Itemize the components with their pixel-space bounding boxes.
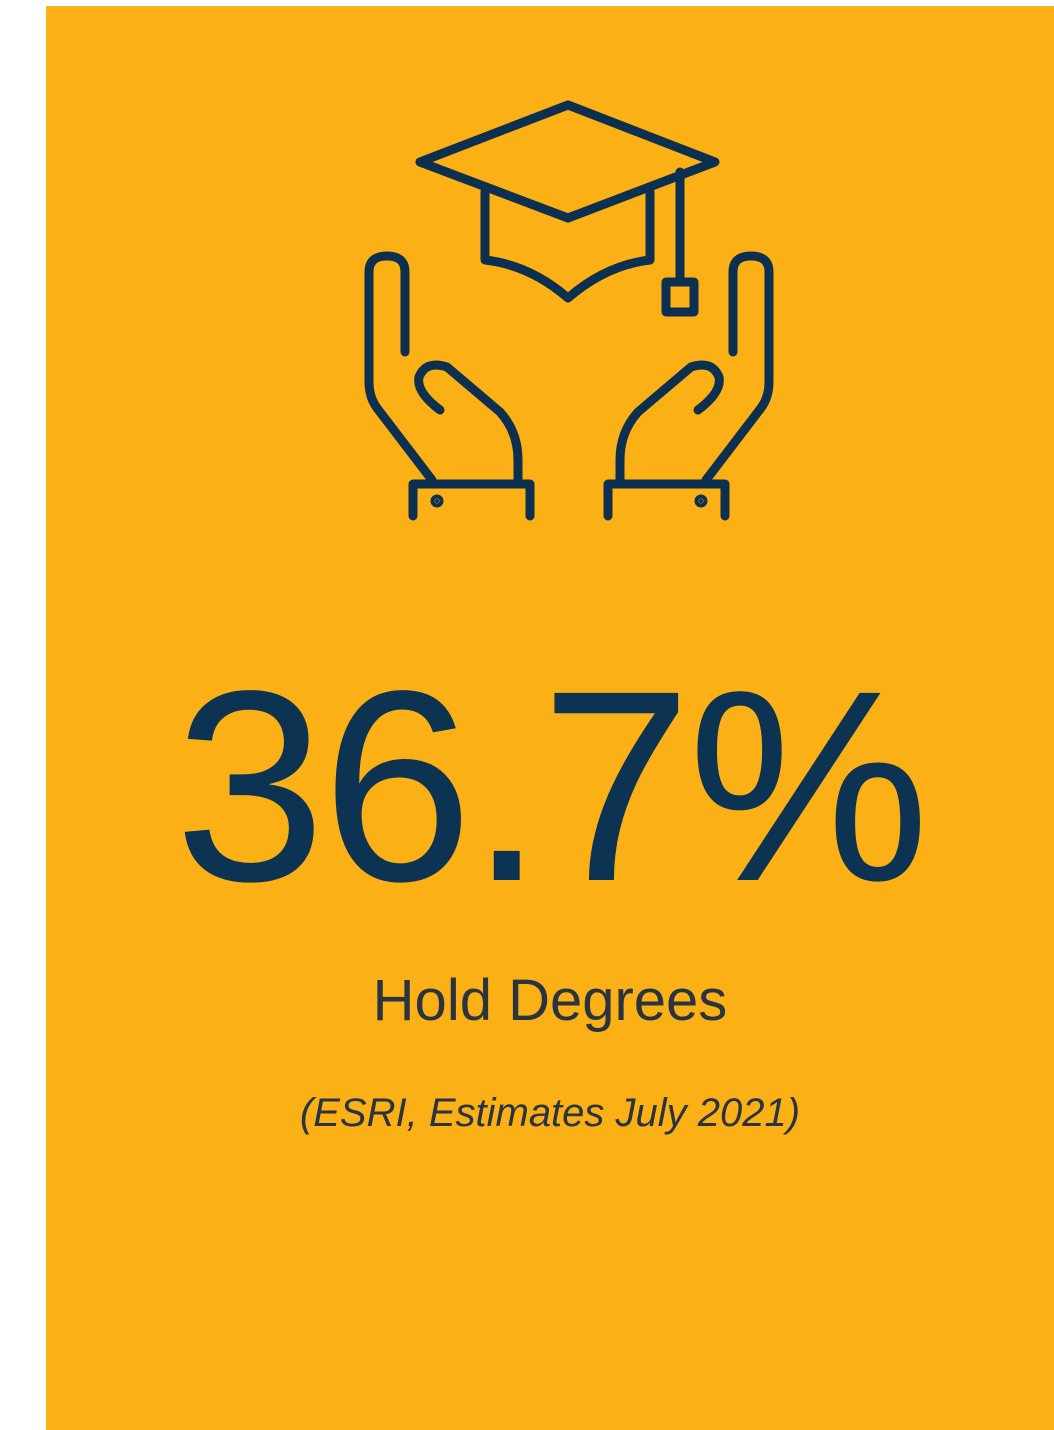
graduation-icon: [364, 100, 1054, 521]
stat-value: 36.7%: [174, 634, 929, 938]
stat-card: 36.7% Hold Degrees (ESRI, Estimates July…: [46, 6, 1054, 1430]
stat-label: Hold Degrees: [372, 968, 728, 1033]
stat-source: (ESRI, Estimates July 2021): [299, 1091, 801, 1135]
